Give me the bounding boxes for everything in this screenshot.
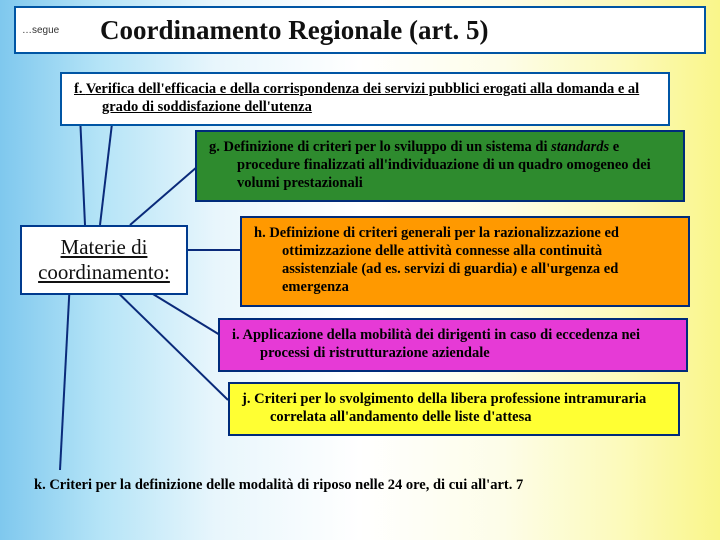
hub-box: Materie di coordinamento: bbox=[20, 225, 188, 295]
title-bar: …segue Coordinamento Regionale (art. 5) bbox=[14, 6, 706, 54]
box-i: i. Applicazione della mobilità dei dirig… bbox=[218, 318, 688, 372]
segue-label: …segue bbox=[16, 25, 96, 36]
hub-line1: Materie di bbox=[61, 235, 148, 259]
page-title: Coordinamento Regionale (art. 5) bbox=[96, 15, 704, 46]
box-f: f. Verifica dell'efficacia e della corri… bbox=[60, 72, 670, 126]
box-g: g. Definizione di criteri per lo svilupp… bbox=[195, 130, 685, 202]
box-j: j. Criteri per lo svolgimento della libe… bbox=[228, 382, 680, 436]
box-h: h. Definizione di criteri generali per l… bbox=[240, 216, 690, 307]
box-k: k. Criteri per la definizione delle moda… bbox=[22, 470, 702, 502]
hub-line2: coordinamento: bbox=[38, 260, 170, 284]
